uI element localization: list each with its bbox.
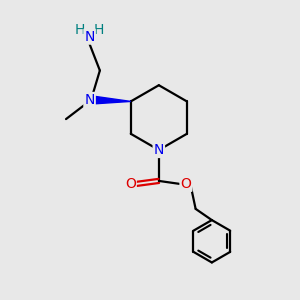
Text: H: H	[75, 23, 85, 37]
Text: N: N	[84, 93, 95, 107]
Text: N: N	[84, 30, 95, 44]
Text: H: H	[94, 23, 104, 37]
Polygon shape	[91, 96, 131, 104]
Text: O: O	[181, 177, 191, 191]
Text: N: N	[154, 143, 164, 157]
Text: O: O	[125, 177, 136, 191]
